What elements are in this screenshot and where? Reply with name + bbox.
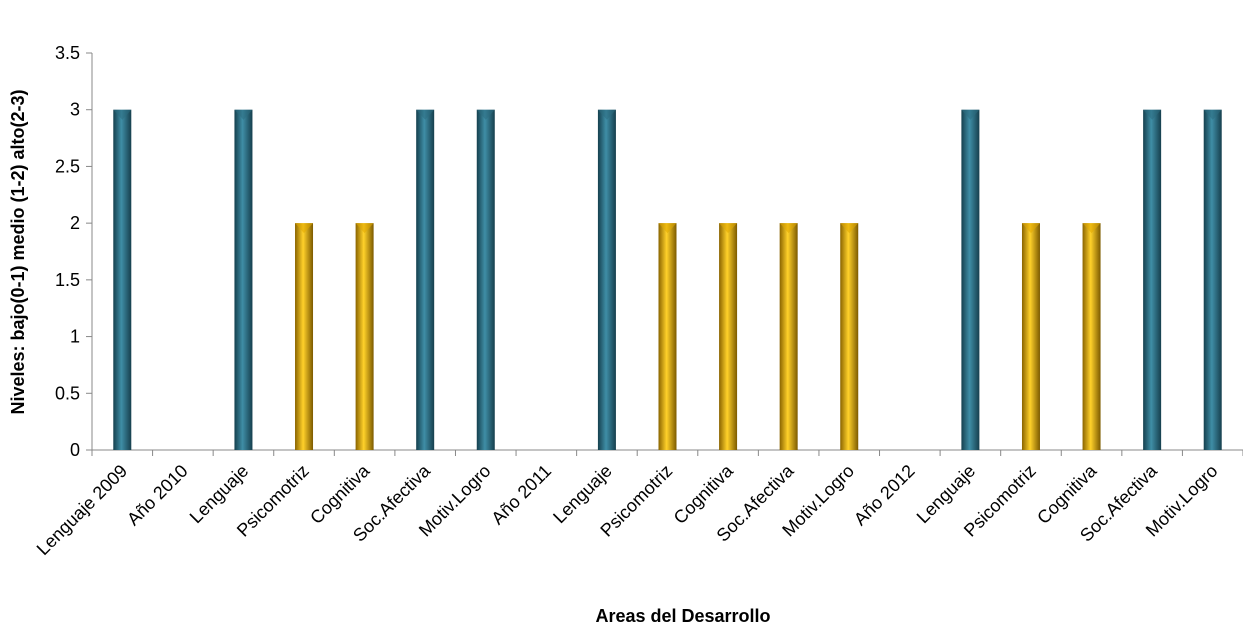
bar <box>961 109 980 450</box>
bar <box>1082 223 1101 450</box>
bar-cap <box>295 223 314 234</box>
bar-cap <box>779 223 798 234</box>
bar <box>416 109 435 450</box>
bar-cap <box>1021 223 1040 234</box>
bars <box>113 109 1222 450</box>
y-axis-title: Niveles: bajo(0-1) medio (1-2) alto(2-3) <box>8 89 28 414</box>
bar-cap <box>355 223 374 234</box>
y-tick-label: 2 <box>70 213 80 233</box>
x-tick-label: Año 2010 <box>123 461 192 530</box>
bar <box>779 223 798 450</box>
bar <box>840 223 859 450</box>
bar <box>1143 109 1162 450</box>
bar-cap <box>1143 109 1162 120</box>
bar-cap <box>113 109 132 120</box>
bar-cap <box>416 109 435 120</box>
bar <box>719 223 738 450</box>
x-tick-label: Año 2011 <box>487 461 555 529</box>
y-tick-label: 2.5 <box>55 156 80 176</box>
bar-cap <box>840 223 859 234</box>
bar <box>234 109 253 450</box>
bar <box>295 223 314 450</box>
y-tick-label: 3 <box>70 100 80 120</box>
bar <box>597 109 616 450</box>
bar <box>113 109 132 450</box>
y-tick-label: 1.5 <box>55 270 80 290</box>
bar-cap <box>719 223 738 234</box>
y-tick-label: 0 <box>70 440 80 460</box>
x-tick-label: Año 2012 <box>850 461 919 530</box>
bar-cap <box>234 109 253 120</box>
bar-cap <box>658 223 677 234</box>
bar <box>658 223 677 450</box>
bar <box>476 109 495 450</box>
y-tick-label: 1 <box>70 327 80 347</box>
bar <box>355 223 374 450</box>
x-tick-label: Lenguaje 2009 <box>33 461 131 559</box>
bar-cap <box>597 109 616 120</box>
bar <box>1203 109 1222 450</box>
bar-cap <box>961 109 980 120</box>
bar-cap <box>476 109 495 120</box>
y-tick-label: 3.5 <box>55 43 80 63</box>
bar-cap <box>1082 223 1101 234</box>
bar-cap <box>1203 109 1222 120</box>
y-tick-label: 0.5 <box>55 383 80 403</box>
x-axis-title: Areas del Desarrollo <box>595 606 770 626</box>
bar <box>1021 223 1040 450</box>
